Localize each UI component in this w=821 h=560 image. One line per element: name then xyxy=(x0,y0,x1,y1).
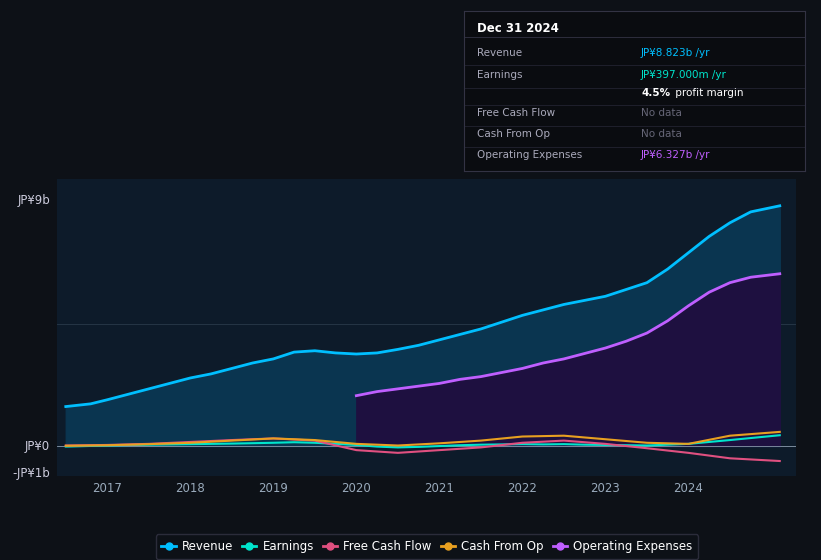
Text: JP¥6.327b /yr: JP¥6.327b /yr xyxy=(641,150,710,160)
Text: Operating Expenses: Operating Expenses xyxy=(478,150,583,160)
Text: Earnings: Earnings xyxy=(478,70,523,80)
Legend: Revenue, Earnings, Free Cash Flow, Cash From Op, Operating Expenses: Revenue, Earnings, Free Cash Flow, Cash … xyxy=(155,534,699,559)
Text: No data: No data xyxy=(641,129,682,139)
Text: Revenue: Revenue xyxy=(478,48,523,58)
Text: JP¥397.000m /yr: JP¥397.000m /yr xyxy=(641,70,727,80)
Text: Dec 31 2024: Dec 31 2024 xyxy=(478,22,559,35)
Text: -JP¥1b: -JP¥1b xyxy=(12,467,50,480)
Text: profit margin: profit margin xyxy=(672,87,743,97)
Text: JP¥8.823b /yr: JP¥8.823b /yr xyxy=(641,48,710,58)
Text: Cash From Op: Cash From Op xyxy=(478,129,551,139)
Text: JP¥0: JP¥0 xyxy=(25,440,50,452)
Text: No data: No data xyxy=(641,108,682,118)
Text: Free Cash Flow: Free Cash Flow xyxy=(478,108,556,118)
Text: JP¥9b: JP¥9b xyxy=(17,194,50,208)
Text: 4.5%: 4.5% xyxy=(641,87,670,97)
